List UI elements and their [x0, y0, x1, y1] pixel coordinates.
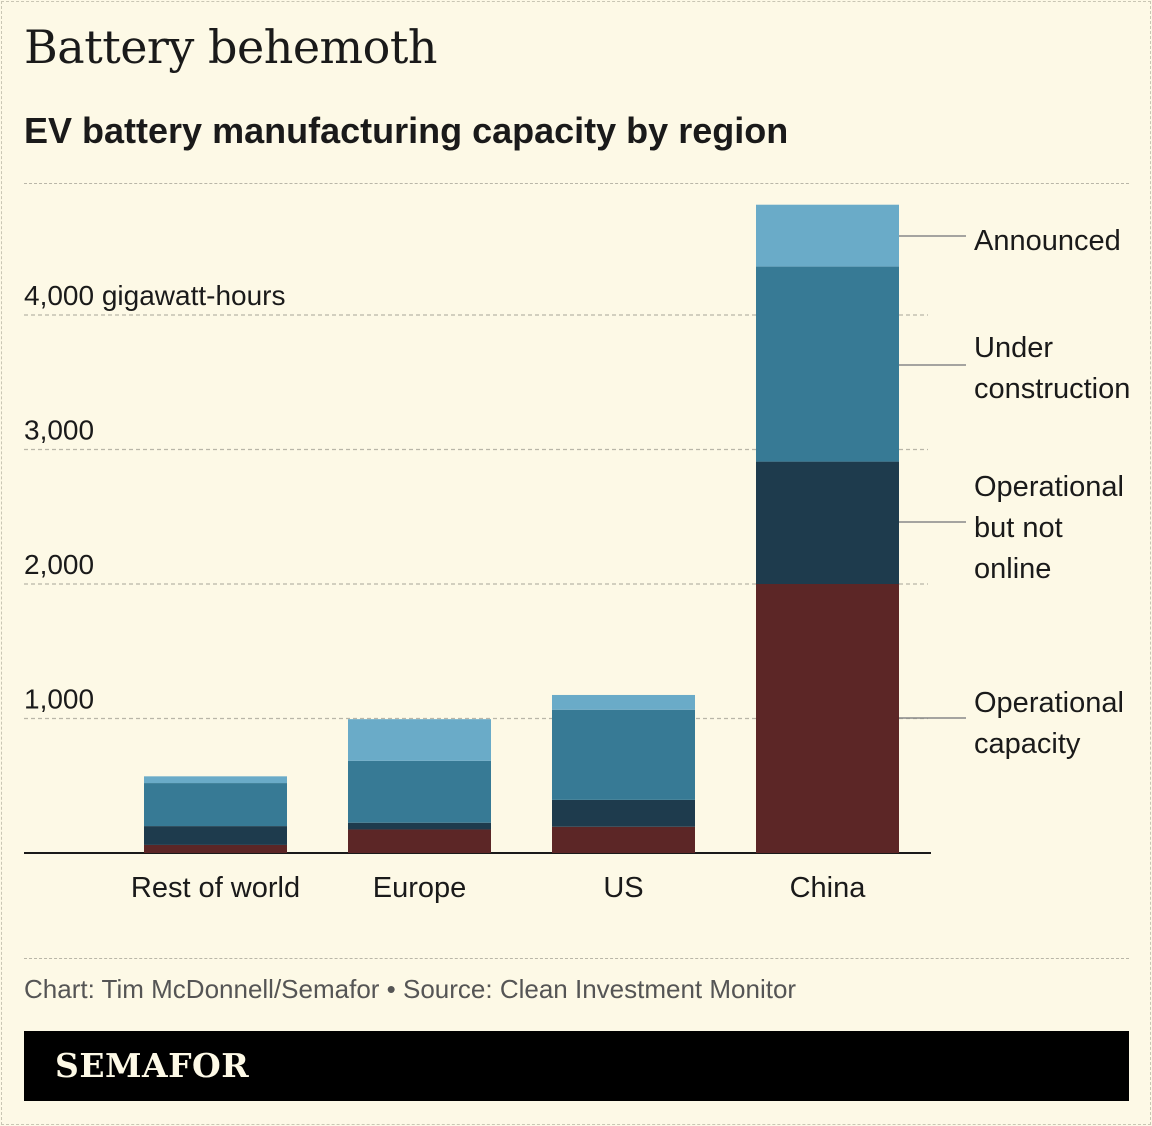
series-label: construction: [974, 373, 1130, 405]
chart-subtitle: EV battery manufacturing capacity by reg…: [24, 110, 789, 151]
bar-segment: [756, 584, 899, 853]
bar-segment: [144, 844, 287, 853]
y-tick-label: 2,000: [24, 549, 94, 580]
bar-segment: [756, 204, 899, 267]
series-label: Operational: [974, 687, 1124, 719]
bar-segment: [144, 826, 287, 845]
category-label: US: [603, 872, 643, 904]
bar-segment: [144, 776, 287, 784]
y-tick-label: 3,000: [24, 415, 94, 446]
category-label: Rest of world: [131, 872, 300, 904]
series-label: Announced: [974, 225, 1121, 257]
y-tick-label: 4,000 gigawatt-hours: [24, 280, 286, 311]
bar-segment: [348, 719, 491, 761]
chart-title: Battery behemoth: [24, 20, 437, 74]
bar-segment: [348, 822, 491, 830]
stacked-bar-chart: 1,000 2,000 3,000 4,000 gigawatt-hours Rest…: [24, 204, 1130, 904]
category-label: Europe: [373, 872, 467, 904]
category-labels: Rest of world Europe US China: [131, 872, 866, 904]
brand-bar: SEMAFOR: [24, 1031, 1129, 1101]
series-label: but not: [974, 512, 1063, 544]
series-label: capacity: [974, 728, 1081, 760]
bottom-divider: [24, 958, 1129, 959]
bar-segment: [552, 799, 695, 827]
bar-segment: [144, 783, 287, 827]
bar-segment: [552, 694, 695, 710]
top-divider: [24, 183, 1129, 184]
series-label: Under: [974, 332, 1053, 364]
series-label: online: [974, 553, 1051, 585]
y-tick-labels: 1,000 2,000 3,000 4,000 gigawatt-hours: [24, 280, 286, 715]
bar-segment: [348, 760, 491, 823]
y-tick-label: 1,000: [24, 684, 94, 715]
bar-segment: [552, 826, 695, 853]
bar-segment: [756, 461, 899, 584]
bars: [144, 204, 899, 853]
bar-segment: [756, 266, 899, 462]
bar-segment: [348, 829, 491, 853]
series-label: Operational: [974, 471, 1124, 503]
source-credit: Chart: Tim McDonnell/Semafor • Source: C…: [24, 974, 797, 1004]
semafor-logo: SEMAFOR: [55, 1046, 250, 1085]
bar-segment: [552, 709, 695, 800]
category-label: China: [790, 872, 867, 904]
segment-labels: Announced Under construction Operational but…: [899, 225, 1130, 760]
